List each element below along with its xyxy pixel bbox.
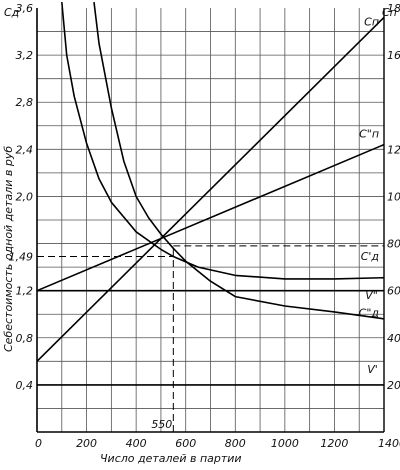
- series-line-0: [36, 16, 385, 362]
- curve-label: Сп: [364, 16, 379, 29]
- y-tick-label-left: 3,6: [16, 2, 34, 15]
- y-tick-label-right: 20: [387, 379, 400, 392]
- y-tick-label-left: 2,4: [16, 143, 34, 156]
- curve-labels: Сп С"п С'д С"д V" V': [359, 16, 379, 376]
- y-tick-label-left: 1,2: [16, 285, 34, 298]
- curve-label: V": [365, 289, 378, 302]
- y-tick-label-left: 3,2: [16, 49, 34, 62]
- x-tick-label: 400: [126, 437, 147, 450]
- curve-label: С'д: [361, 250, 379, 263]
- x-tick-label: 200: [76, 437, 97, 450]
- y-axis-title: Себестоимость одной детали в руб: [2, 146, 15, 352]
- y-tick-label-right: 80: [387, 238, 400, 251]
- y-tick-label-right: 40: [387, 332, 400, 345]
- curve-label: V': [367, 363, 378, 376]
- series-line-1: [36, 143, 385, 292]
- x-tick-label: 0: [35, 437, 42, 450]
- y-tick-label-left: 1,49: [9, 251, 34, 264]
- left-axis-symbol: Сд: [4, 6, 19, 19]
- y-tick-label-left: 2,0: [16, 190, 34, 203]
- y-tick-label-right: 160: [387, 49, 400, 62]
- right-axis-symbol: Сп: [382, 6, 397, 19]
- axes: [36, 8, 385, 433]
- reference-label-550: 550: [151, 418, 172, 431]
- x-tick-label: 600: [175, 437, 196, 450]
- tick-labels: 0 200 400 600 800 1000 1200 1400шт. 0,4 0,8 1,2 1,4…: [9, 2, 400, 450]
- series-line-2: [61, 2, 385, 280]
- y-tick-label-left: 0,4: [16, 379, 34, 392]
- x-tick-label: 800: [225, 437, 246, 450]
- y-tick-label-right: 180: [387, 2, 400, 15]
- curve-label: С"п: [359, 128, 379, 141]
- x-tick-label: 1200: [320, 437, 348, 450]
- x-axis-title: Число деталей в партии: [100, 452, 242, 465]
- y-tick-label-left: 0,8: [16, 332, 34, 345]
- y-tick-label-left: 2,8: [16, 96, 34, 109]
- grid: [37, 8, 384, 432]
- series-group: [36, 2, 385, 386]
- y-tick-label-right: 120: [387, 143, 400, 156]
- curve-label: С"д: [359, 307, 379, 320]
- y-tick-label-right: 60: [387, 285, 400, 298]
- y-tick-label-right: 100: [387, 190, 400, 203]
- x-tick-label: 1000: [271, 437, 299, 450]
- reference-lines: 550: [37, 245, 384, 432]
- series-line-3: [93, 2, 385, 320]
- x-tick-label: 1400шт.: [378, 437, 400, 450]
